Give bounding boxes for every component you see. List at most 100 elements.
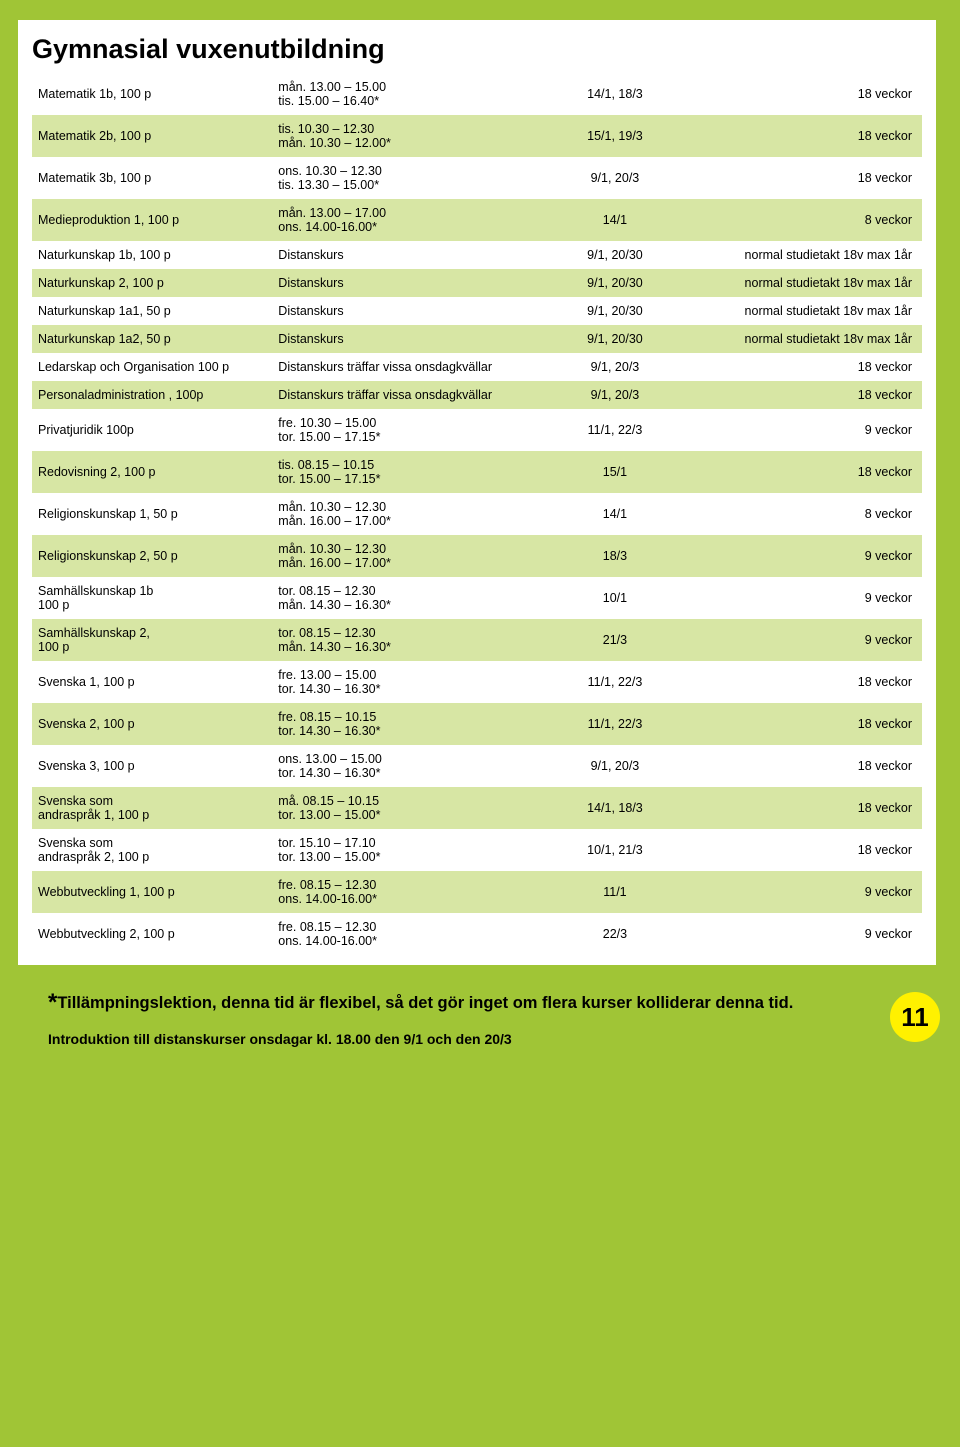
duration-cell: 18 veckor xyxy=(691,353,922,381)
schedule-cell: Distanskurs träffar vissa onsdagkvällar xyxy=(272,381,539,409)
course-cell: Naturkunskap 1a1, 50 p xyxy=(32,297,272,325)
date-cell: 9/1, 20/3 xyxy=(539,745,690,787)
table-row: Webbutveckling 1, 100 pfre. 08.15 – 12.3… xyxy=(32,871,922,913)
date-cell: 14/1, 18/3 xyxy=(539,787,690,829)
page-title: Gymnasial vuxenutbildning xyxy=(32,34,922,65)
date-cell: 15/1 xyxy=(539,451,690,493)
duration-cell: 9 veckor xyxy=(691,409,922,451)
course-cell: Webbutveckling 1, 100 p xyxy=(32,871,272,913)
course-cell: Svenska 3, 100 p xyxy=(32,745,272,787)
duration-cell: normal studietakt 18v max 1år xyxy=(691,325,922,353)
footnote-sub: Introduktion till distanskurser onsdagar… xyxy=(48,1024,936,1052)
schedule-cell: tor. 08.15 – 12.30 mån. 14.30 – 16.30* xyxy=(272,577,539,619)
course-cell: Religionskunskap 2, 50 p xyxy=(32,535,272,577)
date-cell: 11/1 xyxy=(539,871,690,913)
schedule-cell: fre. 08.15 – 12.30 ons. 14.00-16.00* xyxy=(272,913,539,955)
duration-cell: 18 veckor xyxy=(691,381,922,409)
course-cell: Matematik 3b, 100 p xyxy=(32,157,272,199)
course-cell: Webbutveckling 2, 100 p xyxy=(32,913,272,955)
schedule-cell: fre. 08.15 – 12.30 ons. 14.00-16.00* xyxy=(272,871,539,913)
duration-cell: 8 veckor xyxy=(691,493,922,535)
duration-cell: normal studietakt 18v max 1år xyxy=(691,241,922,269)
table-row: Medieproduktion 1, 100 pmån. 13.00 – 17.… xyxy=(32,199,922,241)
course-cell: Privatjuridik 100p xyxy=(32,409,272,451)
schedule-cell: tor. 08.15 – 12.30 mån. 14.30 – 16.30* xyxy=(272,619,539,661)
course-table: Matematik 1b, 100 pmån. 13.00 – 15.00 ti… xyxy=(32,73,922,955)
schedule-cell: mån. 13.00 – 15.00 tis. 15.00 – 16.40* xyxy=(272,73,539,115)
schedule-cell: Distanskurs träffar vissa onsdagkvällar xyxy=(272,353,539,381)
asterisk-icon: * xyxy=(48,989,57,1016)
course-cell: Medieproduktion 1, 100 p xyxy=(32,199,272,241)
table-row: Personaladministration , 100pDistanskurs… xyxy=(32,381,922,409)
date-cell: 9/1, 20/30 xyxy=(539,269,690,297)
duration-cell: normal studietakt 18v max 1år xyxy=(691,269,922,297)
course-cell: Naturkunskap 2, 100 p xyxy=(32,269,272,297)
duration-cell: 9 veckor xyxy=(691,619,922,661)
duration-cell: normal studietakt 18v max 1år xyxy=(691,297,922,325)
course-cell: Svenska som andraspråk 2, 100 p xyxy=(32,829,272,871)
page-number-badge: 11 xyxy=(890,992,940,1042)
table-row: Naturkunskap 2, 100 pDistanskurs9/1, 20/… xyxy=(32,269,922,297)
table-row: Naturkunskap 1a1, 50 pDistanskurs9/1, 20… xyxy=(32,297,922,325)
footnote-main: Tillämpningslektion, denna tid är flexib… xyxy=(57,994,793,1012)
schedule-cell: ons. 10.30 – 12.30 tis. 13.30 – 15.00* xyxy=(272,157,539,199)
footnote: *Tillämpningslektion, denna tid är flexi… xyxy=(18,965,936,1052)
schedule-cell: tor. 15.10 – 17.10 tor. 13.00 – 15.00* xyxy=(272,829,539,871)
duration-cell: 18 veckor xyxy=(691,745,922,787)
date-cell: 21/3 xyxy=(539,619,690,661)
schedule-cell: fre. 10.30 – 15.00 tor. 15.00 – 17.15* xyxy=(272,409,539,451)
table-row: Religionskunskap 1, 50 pmån. 10.30 – 12.… xyxy=(32,493,922,535)
duration-cell: 18 veckor xyxy=(691,157,922,199)
date-cell: 11/1, 22/3 xyxy=(539,703,690,745)
date-cell: 18/3 xyxy=(539,535,690,577)
table-row: Webbutveckling 2, 100 pfre. 08.15 – 12.3… xyxy=(32,913,922,955)
date-cell: 11/1, 22/3 xyxy=(539,409,690,451)
course-cell: Redovisning 2, 100 p xyxy=(32,451,272,493)
course-cell: Samhällskunskap 1b 100 p xyxy=(32,577,272,619)
course-cell: Samhällskunskap 2, 100 p xyxy=(32,619,272,661)
duration-cell: 18 veckor xyxy=(691,661,922,703)
date-cell: 10/1 xyxy=(539,577,690,619)
duration-cell: 18 veckor xyxy=(691,115,922,157)
duration-cell: 9 veckor xyxy=(691,913,922,955)
course-cell: Svenska 2, 100 p xyxy=(32,703,272,745)
date-cell: 9/1, 20/30 xyxy=(539,325,690,353)
date-cell: 14/1 xyxy=(539,493,690,535)
date-cell: 15/1, 19/3 xyxy=(539,115,690,157)
date-cell: 11/1, 22/3 xyxy=(539,661,690,703)
course-cell: Naturkunskap 1a2, 50 p xyxy=(32,325,272,353)
course-cell: Personaladministration , 100p xyxy=(32,381,272,409)
date-cell: 9/1, 20/3 xyxy=(539,157,690,199)
table-row: Svenska som andraspråk 2, 100 ptor. 15.1… xyxy=(32,829,922,871)
course-cell: Religionskunskap 1, 50 p xyxy=(32,493,272,535)
duration-cell: 18 veckor xyxy=(691,787,922,829)
table-row: Ledarskap och Organisation 100 pDistansk… xyxy=(32,353,922,381)
date-cell: 22/3 xyxy=(539,913,690,955)
duration-cell: 8 veckor xyxy=(691,199,922,241)
date-cell: 9/1, 20/30 xyxy=(539,297,690,325)
table-row: Naturkunskap 1a2, 50 pDistanskurs9/1, 20… xyxy=(32,325,922,353)
schedule-cell: må. 08.15 – 10.15 tor. 13.00 – 15.00* xyxy=(272,787,539,829)
schedule-cell: Distanskurs xyxy=(272,241,539,269)
schedule-cell: Distanskurs xyxy=(272,297,539,325)
table-row: Svenska som andraspråk 1, 100 pmå. 08.15… xyxy=(32,787,922,829)
schedule-cell: ons. 13.00 – 15.00 tor. 14.30 – 16.30* xyxy=(272,745,539,787)
table-row: Samhällskunskap 2, 100 ptor. 08.15 – 12.… xyxy=(32,619,922,661)
date-cell: 9/1, 20/30 xyxy=(539,241,690,269)
schedule-cell: Distanskurs xyxy=(272,269,539,297)
table-row: Privatjuridik 100pfre. 10.30 – 15.00 tor… xyxy=(32,409,922,451)
course-cell: Ledarskap och Organisation 100 p xyxy=(32,353,272,381)
course-cell: Naturkunskap 1b, 100 p xyxy=(32,241,272,269)
table-row: Matematik 3b, 100 pons. 10.30 – 12.30 ti… xyxy=(32,157,922,199)
duration-cell: 18 veckor xyxy=(691,703,922,745)
schedule-cell: mån. 10.30 – 12.30 mån. 16.00 – 17.00* xyxy=(272,535,539,577)
schedule-cell: tis. 08.15 – 10.15 tor. 15.00 – 17.15* xyxy=(272,451,539,493)
content-card: Gymnasial vuxenutbildning Matematik 1b, … xyxy=(18,20,936,965)
duration-cell: 18 veckor xyxy=(691,73,922,115)
date-cell: 14/1 xyxy=(539,199,690,241)
course-cell: Svenska som andraspråk 1, 100 p xyxy=(32,787,272,829)
schedule-cell: Distanskurs xyxy=(272,325,539,353)
course-cell: Matematik 1b, 100 p xyxy=(32,73,272,115)
schedule-cell: mån. 13.00 – 17.00 ons. 14.00-16.00* xyxy=(272,199,539,241)
date-cell: 14/1, 18/3 xyxy=(539,73,690,115)
